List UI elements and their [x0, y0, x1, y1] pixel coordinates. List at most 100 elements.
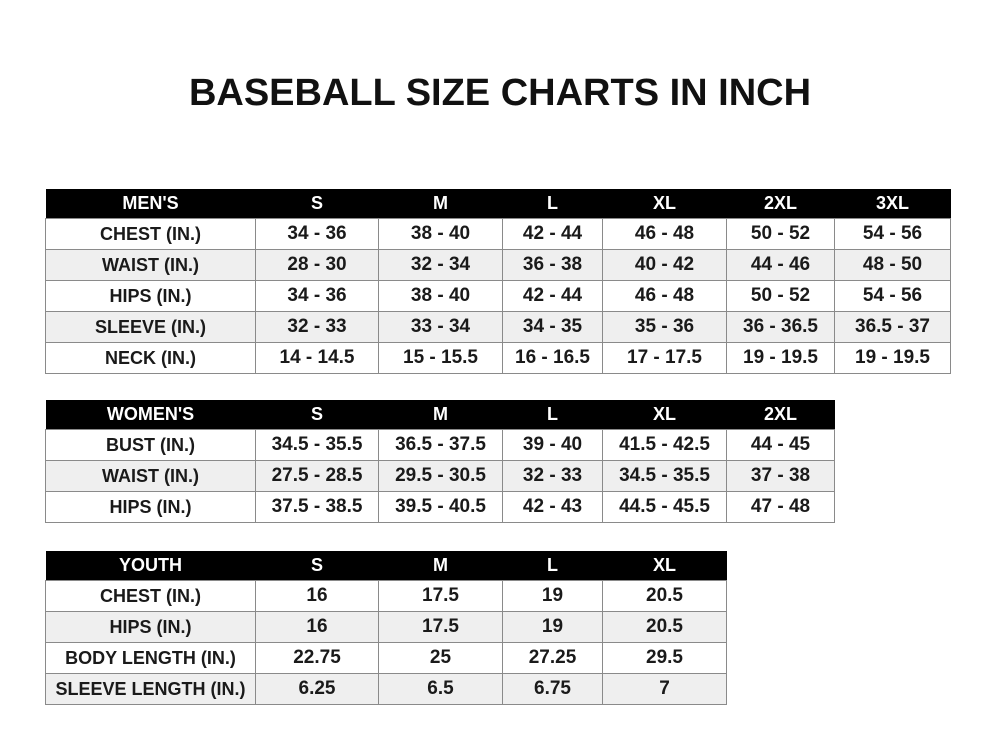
- size-value: 19 - 19.5: [834, 342, 951, 374]
- size-header: 2XL: [726, 189, 835, 219]
- size-value: 27.5 - 28.5: [255, 460, 379, 492]
- size-value: 34 - 35: [502, 311, 603, 343]
- header-row: WOMEN'S S M L XL 2XL: [45, 400, 835, 430]
- size-value: 20.5: [602, 611, 727, 643]
- size-value: 50 - 52: [726, 280, 835, 312]
- size-value: 16: [255, 611, 379, 643]
- size-header: L: [502, 551, 603, 581]
- measurement-label: WAIST (IN.): [45, 249, 256, 281]
- size-header: L: [502, 400, 603, 430]
- size-header: M: [378, 400, 503, 430]
- size-value: 29.5: [602, 642, 727, 674]
- size-value: 42 - 43: [502, 491, 603, 523]
- size-value: 15 - 15.5: [378, 342, 503, 374]
- size-header: XL: [602, 189, 727, 219]
- category-header: MEN'S: [45, 189, 256, 219]
- size-value: 38 - 40: [378, 280, 503, 312]
- size-value: 50 - 52: [726, 218, 835, 250]
- size-value: 14 - 14.5: [255, 342, 379, 374]
- size-value: 46 - 48: [602, 280, 727, 312]
- size-value: 39.5 - 40.5: [378, 491, 503, 523]
- size-value: 41.5 - 42.5: [602, 429, 727, 461]
- size-value: 6.25: [255, 673, 379, 705]
- measurement-label: CHEST (IN.): [45, 218, 256, 250]
- mens-size-table: MEN'S S M L XL 2XL 3XL CHEST (IN.) 34 - 36 38 - 4…: [45, 189, 951, 374]
- size-header: S: [255, 551, 379, 581]
- measurement-label: CHEST (IN.): [45, 580, 256, 612]
- measurement-label: NECK (IN.): [45, 342, 256, 374]
- size-header: L: [502, 189, 603, 219]
- size-value: 19: [502, 611, 603, 643]
- header-row: MEN'S S M L XL 2XL 3XL: [45, 189, 951, 219]
- table-row: BODY LENGTH (IN.) 22.75 25 27.25 29.5: [45, 642, 727, 674]
- measurement-label: WAIST (IN.): [45, 460, 256, 492]
- youth-size-table: YOUTH S M L XL CHEST (IN.) 16 17.5 19 20.5 HIPS (I…: [45, 551, 727, 705]
- table-row: CHEST (IN.) 16 17.5 19 20.5: [45, 580, 727, 612]
- size-header: XL: [602, 400, 727, 430]
- size-header: XL: [602, 551, 727, 581]
- category-header: YOUTH: [45, 551, 256, 581]
- size-value: 7: [602, 673, 727, 705]
- size-value: 34 - 36: [255, 280, 379, 312]
- size-value: 42 - 44: [502, 218, 603, 250]
- size-value: 25: [378, 642, 503, 674]
- size-value: 34.5 - 35.5: [255, 429, 379, 461]
- size-value: 16: [255, 580, 379, 612]
- table-row: NECK (IN.) 14 - 14.5 15 - 15.5 16 - 16.5 17 …: [45, 342, 951, 374]
- size-value: 36 - 36.5: [726, 311, 835, 343]
- size-value: 32 - 33: [502, 460, 603, 492]
- size-value: 44 - 46: [726, 249, 835, 281]
- measurement-label: SLEEVE (IN.): [45, 311, 256, 343]
- size-value: 36 - 38: [502, 249, 603, 281]
- size-value: 40 - 42: [602, 249, 727, 281]
- size-value: 27.25: [502, 642, 603, 674]
- table-row: HIPS (IN.) 37.5 - 38.5 39.5 - 40.5 42 - 43 4…: [45, 491, 835, 523]
- table-row: CHEST (IN.) 34 - 36 38 - 40 42 - 44 46 - 48 5…: [45, 218, 951, 250]
- table-row: SLEEVE (IN.) 32 - 33 33 - 34 34 - 35 35 - 36…: [45, 311, 951, 343]
- size-value: 36.5 - 37: [834, 311, 951, 343]
- size-value: 19: [502, 580, 603, 612]
- size-value: 33 - 34: [378, 311, 503, 343]
- size-header: M: [378, 551, 503, 581]
- size-value: 32 - 34: [378, 249, 503, 281]
- table-row: HIPS (IN.) 34 - 36 38 - 40 42 - 44 46 - 48 50…: [45, 280, 951, 312]
- measurement-label: BODY LENGTH (IN.): [45, 642, 256, 674]
- size-value: 44 - 45: [726, 429, 835, 461]
- table-row: BUST (IN.) 34.5 - 35.5 36.5 - 37.5 39 - 40 4…: [45, 429, 835, 461]
- size-value: 48 - 50: [834, 249, 951, 281]
- size-value: 6.5: [378, 673, 503, 705]
- size-header: 2XL: [726, 400, 835, 430]
- size-value: 37 - 38: [726, 460, 835, 492]
- size-value: 34 - 36: [255, 218, 379, 250]
- table-row: SLEEVE LENGTH (IN.) 6.25 6.5 6.75 7: [45, 673, 727, 705]
- table-row: HIPS (IN.) 16 17.5 19 20.5: [45, 611, 727, 643]
- size-value: 54 - 56: [834, 218, 951, 250]
- size-header: M: [378, 189, 503, 219]
- size-value: 16 - 16.5: [502, 342, 603, 374]
- size-header: S: [255, 189, 379, 219]
- size-value: 32 - 33: [255, 311, 379, 343]
- size-value: 42 - 44: [502, 280, 603, 312]
- size-value: 34.5 - 35.5: [602, 460, 727, 492]
- size-value: 28 - 30: [255, 249, 379, 281]
- size-header: S: [255, 400, 379, 430]
- measurement-label: BUST (IN.): [45, 429, 256, 461]
- category-header: WOMEN'S: [45, 400, 256, 430]
- size-value: 17.5: [378, 580, 503, 612]
- size-value: 44.5 - 45.5: [602, 491, 727, 523]
- size-header: 3XL: [834, 189, 951, 219]
- header-row: YOUTH S M L XL: [45, 551, 727, 581]
- measurement-label: SLEEVE LENGTH (IN.): [45, 673, 256, 705]
- measurement-label: HIPS (IN.): [45, 611, 256, 643]
- size-value: 6.75: [502, 673, 603, 705]
- page-title: BASEBALL SIZE CHARTS IN INCH: [188, 72, 812, 114]
- womens-size-table: WOMEN'S S M L XL 2XL BUST (IN.) 34.5 - 35.5 36.5…: [45, 400, 835, 523]
- measurement-label: HIPS (IN.): [45, 280, 256, 312]
- size-value: 47 - 48: [726, 491, 835, 523]
- table-row: WAIST (IN.) 27.5 - 28.5 29.5 - 30.5 32 - 33…: [45, 460, 835, 492]
- size-value: 39 - 40: [502, 429, 603, 461]
- size-value: 38 - 40: [378, 218, 503, 250]
- measurement-label: HIPS (IN.): [45, 491, 256, 523]
- size-value: 29.5 - 30.5: [378, 460, 503, 492]
- size-value: 35 - 36: [602, 311, 727, 343]
